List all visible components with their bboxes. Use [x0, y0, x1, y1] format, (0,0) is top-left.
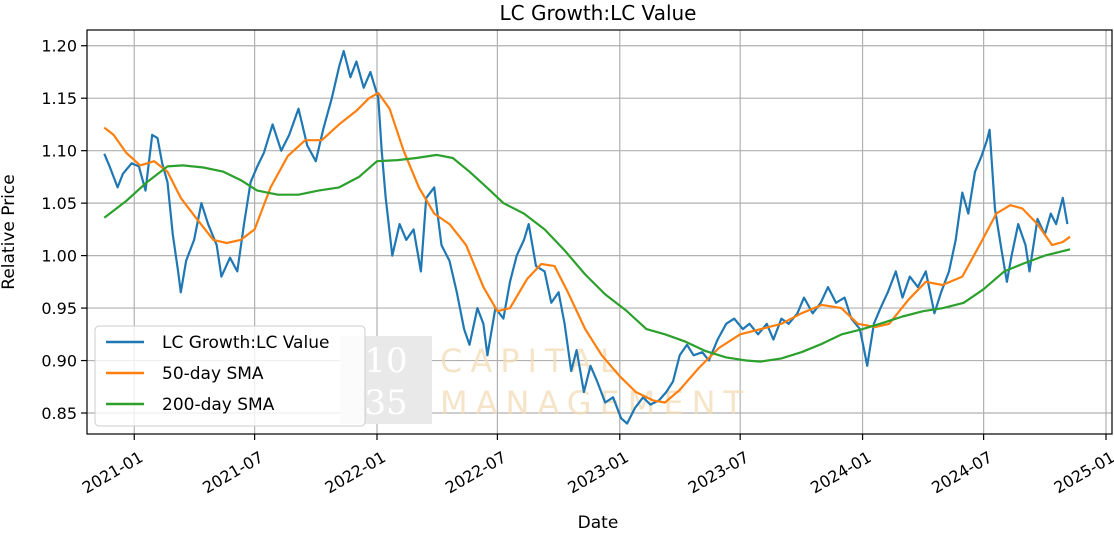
- chart-title: LC Growth:LC Value: [500, 1, 697, 25]
- x-tick-label: 2024-07: [928, 447, 995, 497]
- y-tick-label: 1.05: [41, 194, 77, 213]
- watermark-number-bottom: 35: [364, 383, 407, 423]
- x-tick-label: 2025-01: [1051, 447, 1114, 497]
- x-axis-label: Date: [578, 513, 619, 533]
- series-lines: [103, 49, 1071, 425]
- y-tick-label: 1.15: [41, 89, 77, 108]
- x-tick-label: 2024-01: [807, 447, 874, 497]
- legend-label: 200-day SMA: [162, 395, 275, 415]
- y-tick-label: 1.00: [41, 247, 77, 266]
- series-line-50-day-sma: [103, 91, 1071, 404]
- x-tick-label: 2021-07: [199, 447, 266, 497]
- x-axis: 2021-01 2021-07 2022-01 2022-07 2023-01 2023-…: [79, 434, 1114, 497]
- x-tick-label: 2022-01: [322, 447, 389, 497]
- y-tick-label: 0.95: [41, 299, 77, 318]
- y-tick-label: 1.10: [41, 142, 77, 161]
- series-line-lc-growth-lc-value: [103, 49, 1069, 425]
- y-tick-label: 0.85: [41, 404, 77, 423]
- legend-box: [94, 325, 366, 427]
- x-tick-label: 2022-07: [442, 447, 509, 497]
- y-tick-label: 0.90: [41, 352, 77, 371]
- legend: LC Growth:LC Value 50-day SMA 200-day SMA: [94, 325, 366, 427]
- y-axis-label: Relative Price: [0, 174, 19, 289]
- x-tick-label: 2023-07: [685, 447, 752, 497]
- x-tick-label: 2021-01: [79, 447, 146, 497]
- y-tick-label: 1.20: [41, 37, 77, 56]
- y-axis: 0.85 0.90 0.95 1.00 1.05 1.10 1.15 1.20: [41, 37, 87, 423]
- legend-label: 50-day SMA: [162, 364, 264, 384]
- plot-frame: [86, 29, 1113, 435]
- series-line-200-day-sma: [103, 153, 1071, 363]
- x-tick-label: 2023-01: [564, 447, 631, 497]
- watermark-word-bottom: MANAGEMENT: [440, 384, 751, 422]
- legend-label: LC Growth:LC Value: [162, 333, 329, 353]
- watermark-number-top: 10: [364, 341, 407, 381]
